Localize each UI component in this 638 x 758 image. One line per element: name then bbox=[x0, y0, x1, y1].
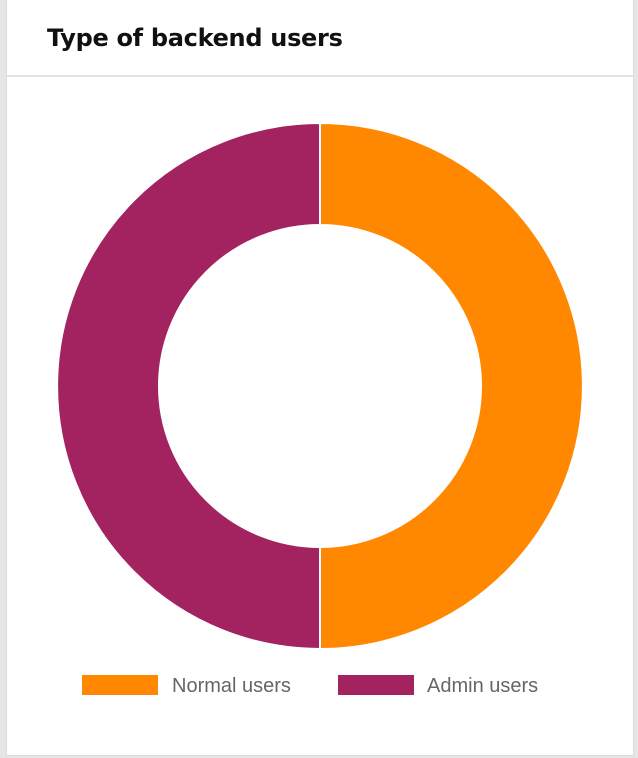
card-header: Type of backend users bbox=[7, 0, 633, 77]
card-title: Type of backend users bbox=[47, 23, 343, 52]
legend-label: Admin users bbox=[427, 675, 538, 697]
legend-swatch bbox=[338, 675, 414, 695]
donut-slice-admin-users[interactable] bbox=[56, 121, 321, 651]
legend-item-normal-users[interactable]: Normal users bbox=[82, 675, 291, 697]
donut-slice-normal-users[interactable] bbox=[319, 121, 584, 651]
donut-chart: Normal users Admin users bbox=[56, 121, 584, 697]
legend-swatch bbox=[82, 675, 158, 695]
legend-item-admin-users[interactable]: Admin users bbox=[338, 675, 538, 697]
legend-label: Normal users bbox=[172, 675, 291, 697]
chart-card: Type of backend users Normal users Admin … bbox=[6, 0, 634, 756]
